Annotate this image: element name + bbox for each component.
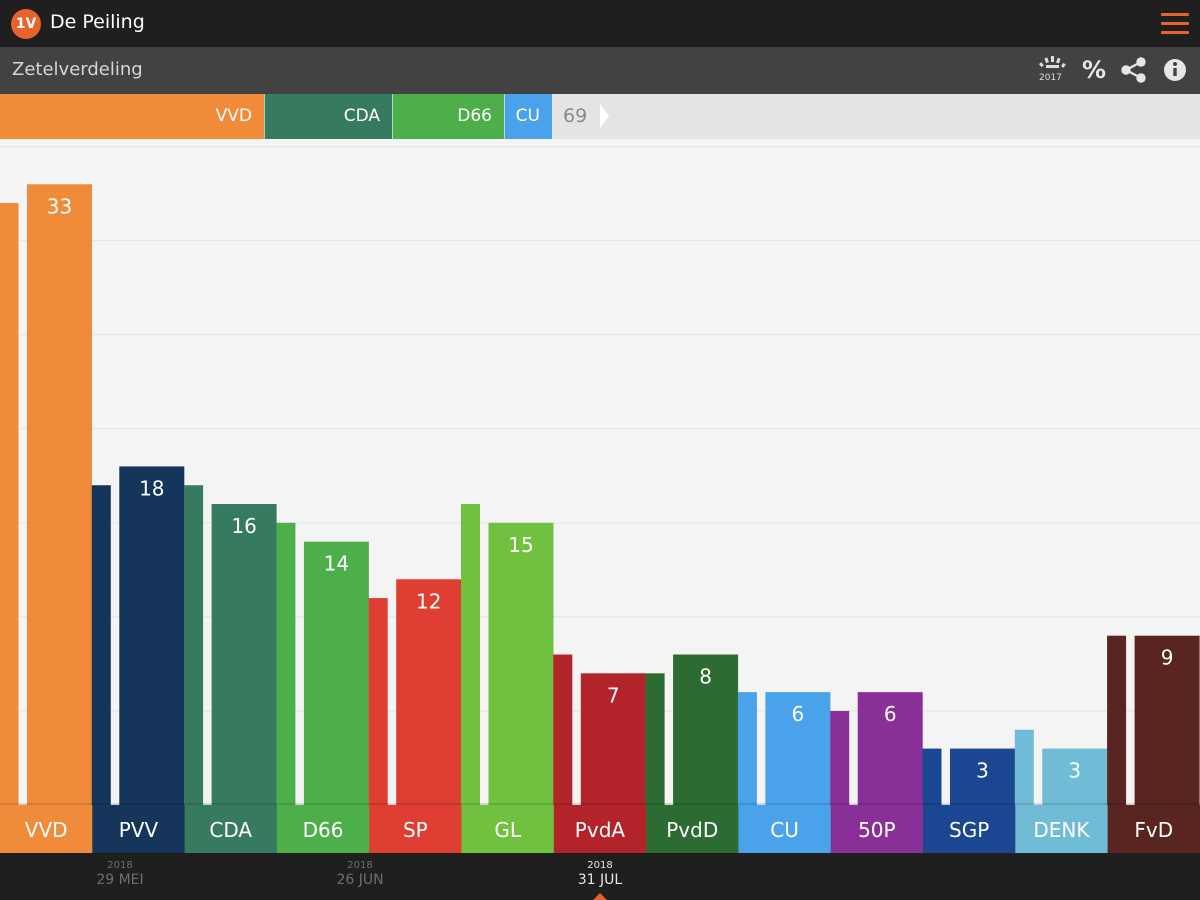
- category-strip-vvd: [0, 805, 93, 853]
- tick-label-cu: CU: [770, 818, 799, 842]
- bar-pvda: [580, 673, 646, 805]
- tick-label-pvdd: PvdD: [666, 818, 718, 842]
- tick-label-sp: SP: [403, 818, 428, 842]
- timeline-tick-1[interactable]: 2018 29 MEI: [60, 860, 180, 888]
- bar-pvv: [119, 466, 185, 805]
- coalition-segment-cda: CDA: [264, 94, 392, 139]
- timeline-tick-date: 26 JUN: [336, 872, 384, 888]
- timeline-tick-year: 2018: [587, 860, 613, 871]
- data-label-pvdd: 8: [699, 665, 712, 689]
- app-title: De Peiling: [50, 11, 145, 33]
- info-icon[interactable]: [1162, 47, 1190, 94]
- data-label-fvd: 9: [1161, 646, 1174, 670]
- coalition-segment-cu: CU: [504, 94, 552, 139]
- elections-year-label: 2017: [1039, 73, 1062, 83]
- elections-2017-icon[interactable]: 2017: [1036, 47, 1070, 94]
- bar-cu: [765, 692, 831, 805]
- app-header: 1V De Peiling: [0, 0, 1200, 47]
- previous-bar-vvd: [0, 203, 19, 805]
- bar-sp: [396, 579, 462, 805]
- category-strip-fvd: [1107, 805, 1200, 853]
- view-title: Zetelverdeling: [12, 59, 143, 80]
- category-strip-sgp: [923, 805, 1016, 853]
- timeline-tick-year: 2018: [107, 860, 133, 871]
- coalition-segment-d66: D66: [392, 94, 504, 139]
- previous-bar-denk: [1014, 729, 1034, 805]
- coalition-total: 69: [563, 105, 588, 127]
- previous-bar-pvda: [553, 654, 573, 805]
- timeline-tick-date: 31 JUL: [577, 872, 623, 888]
- app-logo: 1V: [11, 9, 41, 39]
- data-label-sp: 12: [416, 589, 441, 613]
- previous-bar-50p: [830, 710, 850, 805]
- timeline-tick-date: 29 MEI: [96, 872, 144, 888]
- coalition-majority-marker: [600, 104, 609, 128]
- category-strip-pvdd: [646, 805, 739, 853]
- timeline-current-marker: [593, 893, 607, 900]
- view-toolbar: Zetelverdeling 2017 %: [0, 47, 1200, 94]
- previous-bar-cda: [184, 485, 204, 805]
- bar-denk: [1042, 748, 1108, 805]
- bar-vvd: [27, 184, 92, 805]
- previous-bar-pvv: [91, 485, 111, 805]
- previous-bar-gl: [461, 504, 480, 805]
- tick-label-cda: CDA: [209, 818, 252, 842]
- bar-pvdd: [673, 654, 739, 805]
- timeline-tick-3[interactable]: 2018 31 JUL: [540, 860, 660, 888]
- previous-bar-fvd: [1107, 635, 1127, 805]
- category-strip-gl: [461, 805, 555, 853]
- category-strip-50p: [830, 805, 924, 853]
- category-strip-sp: [369, 805, 462, 853]
- bar-50p: [857, 692, 923, 805]
- data-label-sgp: 3: [976, 759, 989, 783]
- hamburger-menu-icon[interactable]: [1161, 11, 1189, 35]
- previous-bar-sp: [368, 598, 388, 805]
- category-strip-denk: [1015, 805, 1109, 853]
- bar-cda: [211, 504, 277, 805]
- tick-label-d66: D66: [303, 818, 344, 842]
- tick-label-pvv: PVV: [119, 818, 159, 842]
- category-strip-pvda: [553, 805, 647, 853]
- data-label-vvd: 33: [47, 194, 72, 218]
- category-strip-cda: [184, 805, 278, 853]
- tick-label-fvd: FvD: [1134, 818, 1173, 842]
- bar-gl: [488, 522, 554, 805]
- tick-label-vvd: VVD: [25, 818, 68, 842]
- seat-distribution-chart: 33VVD18PVV16CDA14D6612SP15GL7PvdA8PvdD6C…: [0, 146, 1200, 853]
- label-strip-shadow: [0, 803, 1200, 805]
- previous-bar-d66: [276, 522, 296, 805]
- percent-icon[interactable]: %: [1082, 56, 1107, 84]
- data-label-pvv: 18: [139, 476, 164, 500]
- data-label-d66: 14: [324, 552, 349, 576]
- tick-label-denk: DENK: [1033, 818, 1090, 842]
- category-strip-d66: [276, 805, 370, 853]
- data-label-cu: 6: [792, 702, 805, 726]
- tick-label-pvda: PvdA: [575, 818, 626, 842]
- timeline-tick-year: 2018: [347, 860, 373, 871]
- data-label-gl: 15: [508, 533, 533, 557]
- share-icon[interactable]: [1120, 47, 1148, 94]
- timeline-bar: 2018 29 MEI 2018 26 JUN 2018 31 JUL: [0, 853, 1200, 900]
- bar-fvd: [1134, 635, 1200, 805]
- tick-label-sgp: SGP: [949, 818, 989, 842]
- data-label-50p: 6: [884, 702, 897, 726]
- coalition-segment-vvd: VVD: [0, 94, 264, 139]
- category-strip-cu: [738, 805, 832, 853]
- previous-bar-sgp: [922, 748, 942, 805]
- bar-d66: [303, 541, 369, 805]
- previous-bar-pvdd: [645, 673, 665, 805]
- bar-sgp: [950, 748, 1015, 805]
- data-label-denk: 3: [1068, 759, 1081, 783]
- tick-label-gl: GL: [494, 818, 521, 842]
- previous-bar-cu: [737, 692, 757, 805]
- data-label-cda: 16: [231, 514, 256, 538]
- category-strip-pvv: [92, 805, 186, 853]
- tick-label-50p: 50P: [858, 818, 896, 842]
- data-label-pvda: 7: [607, 683, 620, 707]
- timeline-tick-2[interactable]: 2018 26 JUN: [300, 860, 420, 888]
